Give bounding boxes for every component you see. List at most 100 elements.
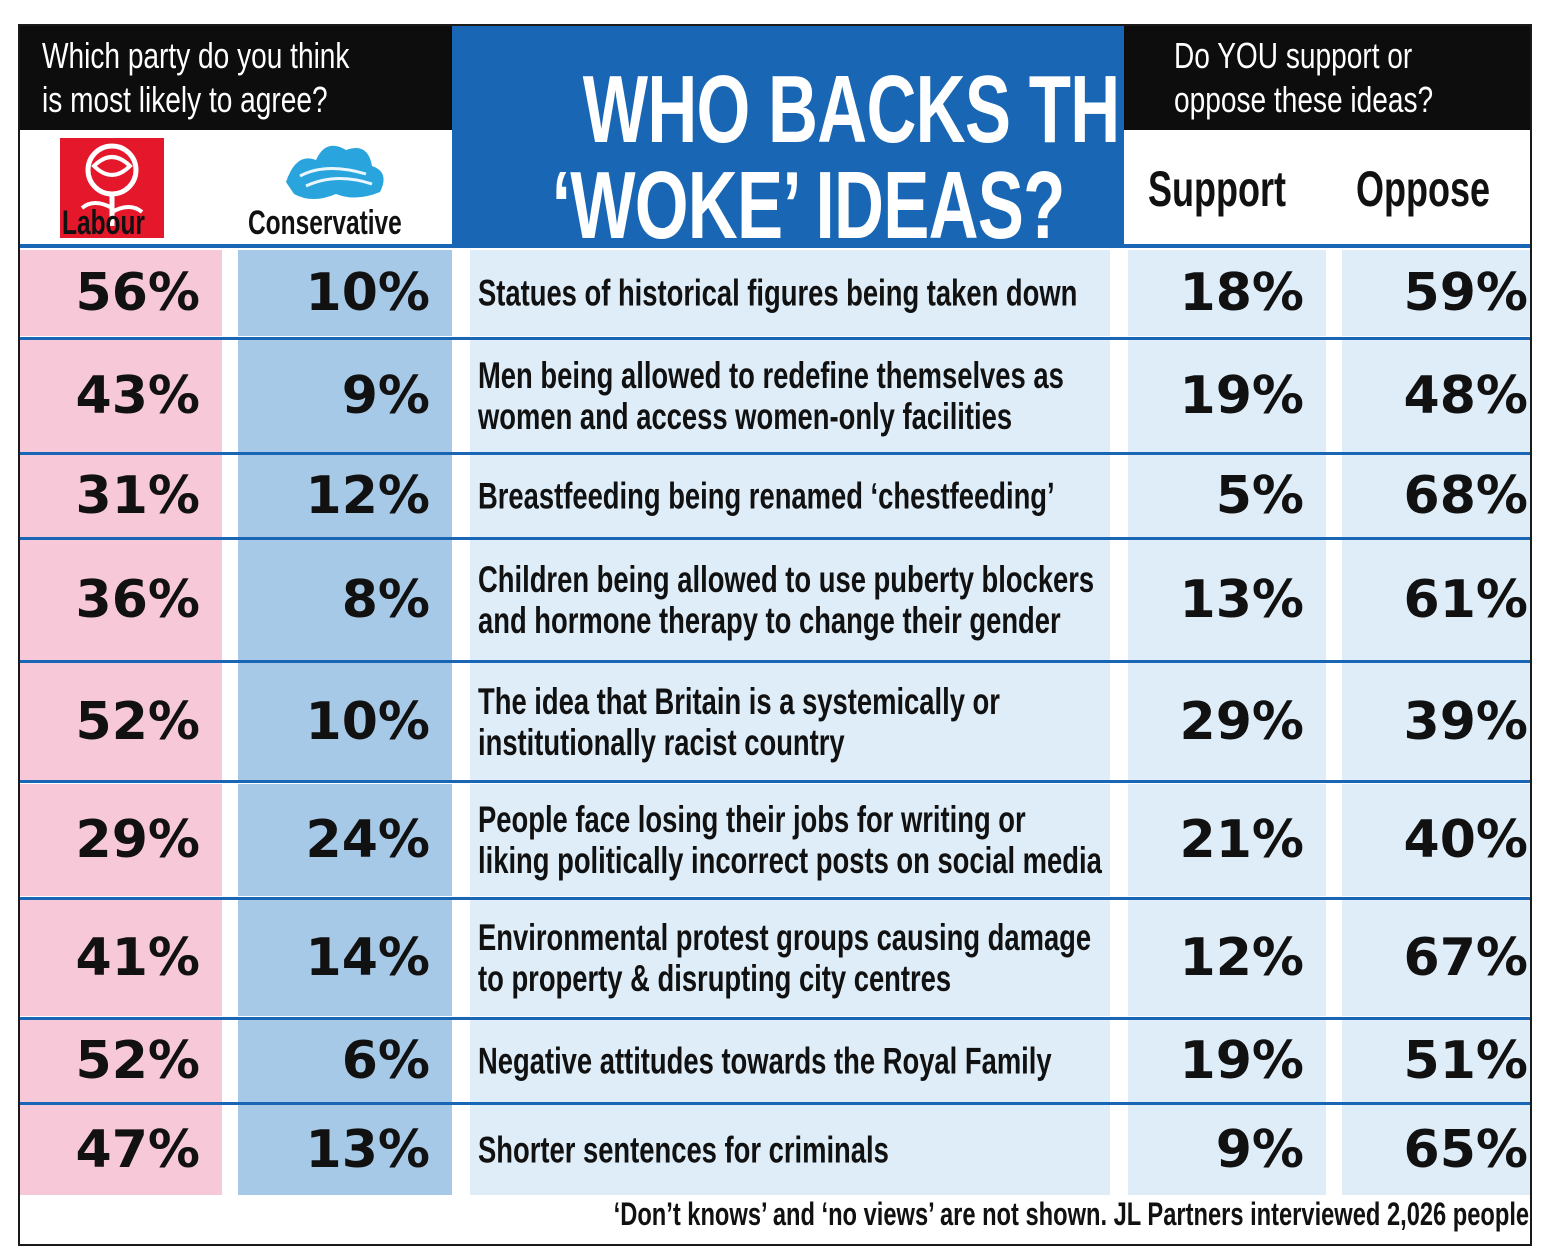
idea-line: institutionally racist country <box>478 722 845 763</box>
labour-cell: 29% <box>20 784 222 896</box>
idea-line: Shorter sentences for criminals <box>478 1129 889 1171</box>
labour-cell: 47% <box>20 1105 222 1195</box>
party-question-line-2: is most likely to agree? <box>42 79 328 120</box>
oppose-cell: 51% <box>1342 1020 1530 1102</box>
idea-line: to property & disrupting city centres <box>478 958 952 999</box>
labour-cell: 56% <box>20 250 222 336</box>
support-cell: 19% <box>1128 340 1326 452</box>
table-row: 52% 6% Negative attitudes towards the Roya… <box>20 1020 1530 1102</box>
labour-cell: 43% <box>20 340 222 452</box>
support-cell: 19% <box>1128 1020 1326 1102</box>
oppose-cell: 61% <box>1342 540 1530 660</box>
row-divider <box>20 780 1530 783</box>
idea-text: Men being allowed to redefine themselves… <box>478 355 1308 437</box>
oppose-cell: 39% <box>1342 663 1530 781</box>
support-column-header: Support <box>1148 161 1286 217</box>
oppose-value: 59% <box>1403 263 1528 323</box>
row-divider <box>20 1017 1530 1020</box>
conservative-value: 12% <box>305 466 430 526</box>
table-row: 36% 8% Children being allowed to use puber… <box>20 540 1530 660</box>
table-row: 47% 13% Shorter sentences for criminals 9% 6… <box>20 1105 1530 1195</box>
support-question-line-1: Do YOU support or <box>1174 35 1413 76</box>
conservative-value: 24% <box>305 810 430 870</box>
oppose-value: 39% <box>1403 692 1528 752</box>
oppose-cell: 40% <box>1342 784 1530 896</box>
labour-value: 41% <box>75 928 200 988</box>
idea-line: People face losing their jobs for writin… <box>478 799 1026 840</box>
labour-value: 47% <box>75 1120 200 1180</box>
idea-line: women and access women-only facilities <box>478 396 1013 437</box>
labour-cell: 52% <box>20 1020 222 1102</box>
oppose-cell: 65% <box>1342 1105 1530 1195</box>
table-row: 52% 10% The idea that Britain is a systemi… <box>20 663 1530 781</box>
row-divider <box>20 537 1530 540</box>
title-panel: WHO BACKS THESE ‘WOKE’ IDEAS? <box>452 26 1256 256</box>
conservative-cell: 13% <box>238 1105 452 1195</box>
idea-line: The idea that Britain is a systemically … <box>478 681 1000 722</box>
oppose-cell: 68% <box>1342 455 1530 537</box>
title-line-1: WHO BACKS THESE <box>582 56 1256 163</box>
table-row: 56% 10% Statues of historical figures bein… <box>20 250 1530 336</box>
idea-line: Negative attitudes towards the Royal Fam… <box>478 1040 1052 1082</box>
idea-text: People face losing their jobs for writin… <box>478 799 1308 881</box>
header-divider <box>20 244 1530 248</box>
oppose-value: 67% <box>1403 928 1528 988</box>
support-value: 19% <box>1179 1031 1304 1091</box>
labour-value: 31% <box>75 466 200 526</box>
conservative-cell: 24% <box>238 784 452 896</box>
support-cell: 18% <box>1128 250 1326 336</box>
idea-text: Statues of historical figures being take… <box>478 273 1308 314</box>
labour-value: 56% <box>75 263 200 323</box>
idea-text: Negative attitudes towards the Royal Fam… <box>478 1041 1308 1082</box>
idea-text: Breastfeeding being renamed ‘chestfeedin… <box>478 476 1308 517</box>
idea-text: The idea that Britain is a systemically … <box>478 681 1308 763</box>
labour-label: Labour <box>62 204 145 242</box>
oppose-value: 48% <box>1403 366 1528 426</box>
row-divider <box>20 452 1530 455</box>
table-row: 43% 9% Men being allowed to redefine thems… <box>20 340 1530 452</box>
conservative-value: 14% <box>305 928 430 988</box>
oppose-value: 68% <box>1403 466 1528 526</box>
oppose-cell: 48% <box>1342 340 1530 452</box>
labour-value: 29% <box>75 810 200 870</box>
support-cell: 29% <box>1128 663 1326 781</box>
idea-cell: Statues of historical figures being take… <box>470 250 1110 336</box>
conservative-cell: 6% <box>238 1020 452 1102</box>
labour-value: 36% <box>75 570 200 630</box>
idea-line: Statues of historical figures being take… <box>478 272 1078 314</box>
party-question-header: Which party do you think is most likely … <box>20 26 452 130</box>
oppose-cell: 59% <box>1342 250 1530 336</box>
support-value: 13% <box>1179 570 1304 630</box>
oppose-column-header: Oppose <box>1356 161 1491 217</box>
labour-value: 52% <box>75 1031 200 1091</box>
conservative-cell: 10% <box>238 250 452 336</box>
oppose-value: 51% <box>1403 1031 1528 1091</box>
support-cell: 5% <box>1128 455 1326 537</box>
labour-cell: 36% <box>20 540 222 660</box>
conservative-cell: 12% <box>238 455 452 537</box>
idea-cell: Breastfeeding being renamed ‘chestfeedin… <box>470 455 1110 537</box>
support-value: 9% <box>1215 1120 1304 1180</box>
support-value: 18% <box>1179 263 1304 323</box>
conservative-value: 6% <box>341 1031 430 1091</box>
conservative-cell: 14% <box>238 900 452 1016</box>
table-row: 31% 12% Breastfeeding being renamed ‘chest… <box>20 455 1530 537</box>
support-value: 21% <box>1179 810 1304 870</box>
idea-text: Children being allowed to use puberty bl… <box>478 559 1308 641</box>
conservative-value: 9% <box>341 366 430 426</box>
conservative-value: 8% <box>341 570 430 630</box>
conservative-header: Conservative <box>236 130 452 244</box>
idea-line: and hormone therapy to change their gend… <box>478 600 1061 641</box>
oppose-value: 65% <box>1403 1120 1528 1180</box>
conservative-cell: 8% <box>238 540 452 660</box>
idea-text: Shorter sentences for criminals <box>478 1130 1308 1171</box>
idea-cell: Men being allowed to redefine themselves… <box>470 340 1110 452</box>
table-row: 29% 24% People face losing their jobs for … <box>20 784 1530 896</box>
party-question-text: Which party do you think is most likely … <box>42 34 349 122</box>
idea-line: Children being allowed to use puberty bl… <box>478 559 1095 600</box>
conservative-label: Conservative <box>248 204 402 242</box>
idea-cell: Shorter sentences for criminals <box>470 1105 1110 1195</box>
oppose-cell: 67% <box>1342 900 1530 1016</box>
labour-rose-icon <box>60 138 164 238</box>
idea-line: Environmental protest groups causing dam… <box>478 917 1092 958</box>
